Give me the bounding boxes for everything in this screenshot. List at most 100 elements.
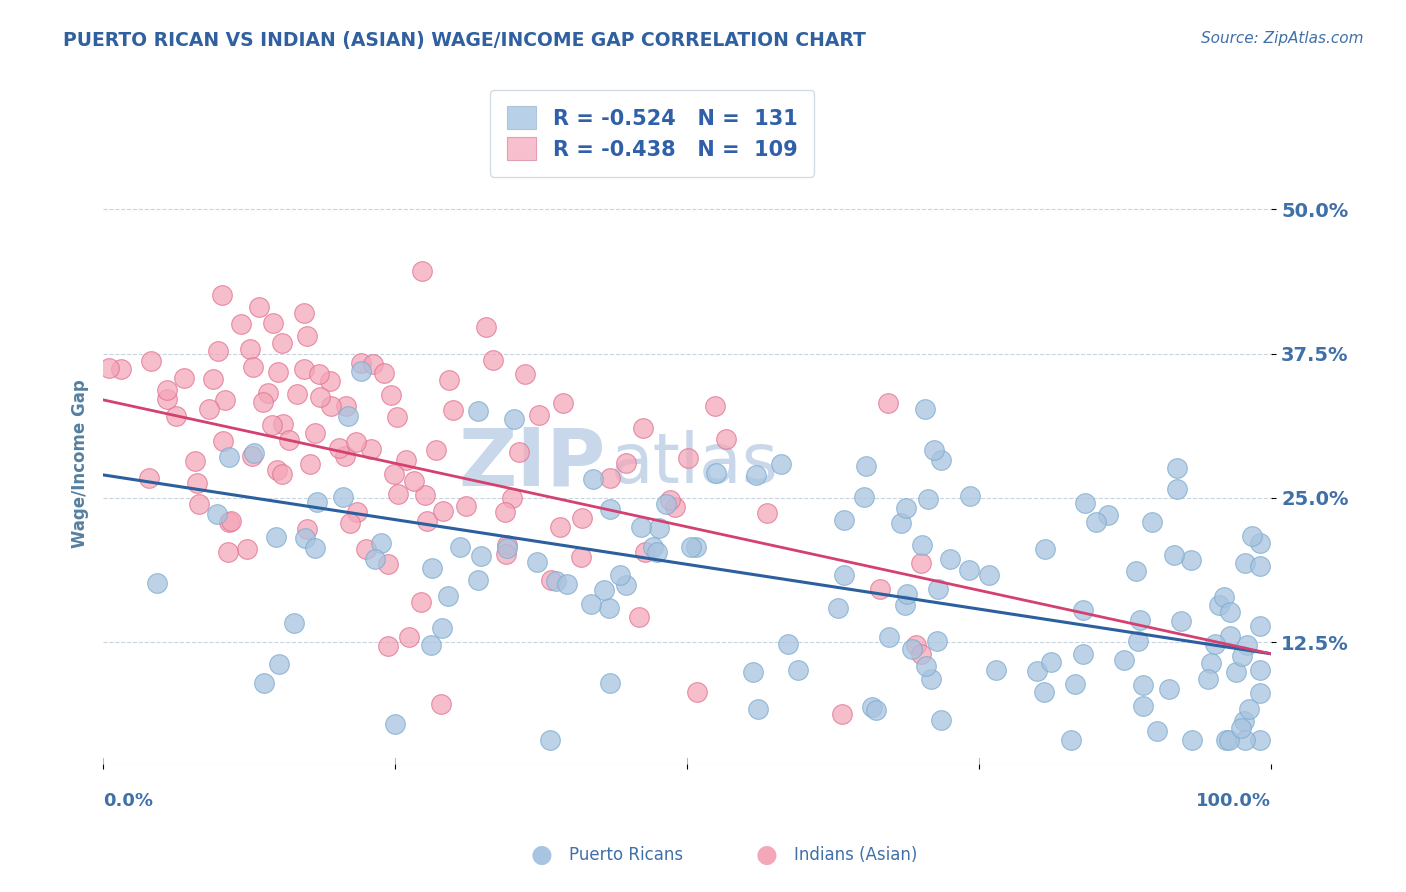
- Point: [319, 374, 342, 388]
- Point: [1166, 482, 1188, 496]
- Point: [319, 399, 342, 413]
- Point: [1170, 614, 1192, 628]
- Point: [370, 536, 392, 550]
- Point: [676, 450, 699, 465]
- Point: [430, 621, 453, 635]
- Point: [242, 446, 264, 460]
- Point: [173, 371, 195, 385]
- Point: [207, 343, 229, 358]
- Point: [599, 675, 621, 690]
- Point: [482, 352, 505, 367]
- Point: [495, 541, 517, 556]
- Point: [138, 471, 160, 485]
- Point: [188, 497, 211, 511]
- Point: [925, 633, 948, 648]
- Point: [1033, 541, 1056, 556]
- Text: Puerto Ricans: Puerto Ricans: [569, 846, 683, 863]
- Point: [339, 516, 361, 530]
- Point: [900, 642, 922, 657]
- Point: [304, 426, 326, 441]
- Point: [911, 538, 934, 552]
- Point: [1241, 529, 1264, 543]
- Point: [929, 714, 952, 728]
- Point: [247, 301, 270, 315]
- Point: [853, 490, 876, 504]
- Point: [741, 665, 763, 679]
- Point: [630, 520, 652, 534]
- Point: [1025, 664, 1047, 678]
- Point: [295, 328, 318, 343]
- Point: [1234, 556, 1257, 570]
- Point: [894, 598, 917, 612]
- Point: [436, 589, 458, 603]
- Point: [855, 458, 877, 473]
- Point: [508, 445, 530, 459]
- Point: [494, 505, 516, 519]
- Point: [297, 522, 319, 536]
- Legend: R = -0.524   N =  131, R = -0.438   N =  109: R = -0.524 N = 131, R = -0.438 N = 109: [491, 89, 814, 177]
- Point: [544, 574, 567, 589]
- Point: [831, 706, 853, 721]
- Text: atlas: atlas: [612, 430, 779, 497]
- Point: [467, 404, 489, 418]
- Point: [548, 519, 571, 533]
- Point: [1085, 516, 1108, 530]
- Point: [267, 657, 290, 672]
- Point: [309, 390, 332, 404]
- Point: [582, 472, 605, 486]
- Text: ZIP: ZIP: [458, 425, 606, 502]
- Point: [385, 410, 408, 425]
- Point: [877, 630, 900, 644]
- Text: Indians (Asian): Indians (Asian): [794, 846, 918, 863]
- Point: [110, 362, 132, 376]
- Point: [920, 672, 942, 686]
- Point: [869, 582, 891, 597]
- Point: [292, 362, 315, 376]
- Point: [361, 357, 384, 371]
- Point: [364, 552, 387, 566]
- Point: [1129, 613, 1152, 627]
- Point: [922, 443, 945, 458]
- Point: [267, 365, 290, 379]
- Point: [599, 501, 621, 516]
- Point: [332, 490, 354, 504]
- Point: [890, 516, 912, 531]
- Point: [239, 343, 262, 357]
- Point: [229, 317, 252, 331]
- Point: [1132, 699, 1154, 714]
- Point: [1166, 461, 1188, 475]
- Point: [1163, 548, 1185, 562]
- Point: [569, 549, 592, 564]
- Point: [894, 501, 917, 516]
- Point: [1233, 733, 1256, 747]
- Point: [201, 372, 224, 386]
- Point: [454, 499, 477, 513]
- Text: 0.0%: 0.0%: [103, 792, 153, 811]
- Point: [256, 386, 278, 401]
- Point: [959, 489, 981, 503]
- Point: [1197, 672, 1219, 686]
- Point: [1180, 553, 1202, 567]
- Point: [384, 717, 406, 731]
- Point: [432, 504, 454, 518]
- Point: [205, 507, 228, 521]
- Point: [631, 421, 654, 435]
- Point: [557, 576, 579, 591]
- Point: [1063, 677, 1085, 691]
- Point: [1215, 733, 1237, 747]
- Point: [211, 434, 233, 448]
- Point: [614, 456, 637, 470]
- Point: [685, 541, 707, 555]
- Point: [756, 506, 779, 520]
- Point: [333, 449, 356, 463]
- Point: [598, 601, 620, 615]
- Point: [271, 467, 294, 481]
- Point: [467, 574, 489, 588]
- Text: PUERTO RICAN VS INDIAN (ASIAN) WAGE/INCOME GAP CORRELATION CHART: PUERTO RICAN VS INDIAN (ASIAN) WAGE/INCO…: [63, 31, 866, 50]
- Point: [264, 530, 287, 544]
- Point: [328, 441, 350, 455]
- Point: [98, 360, 121, 375]
- Point: [827, 601, 849, 615]
- Point: [219, 515, 242, 529]
- Point: [1039, 655, 1062, 669]
